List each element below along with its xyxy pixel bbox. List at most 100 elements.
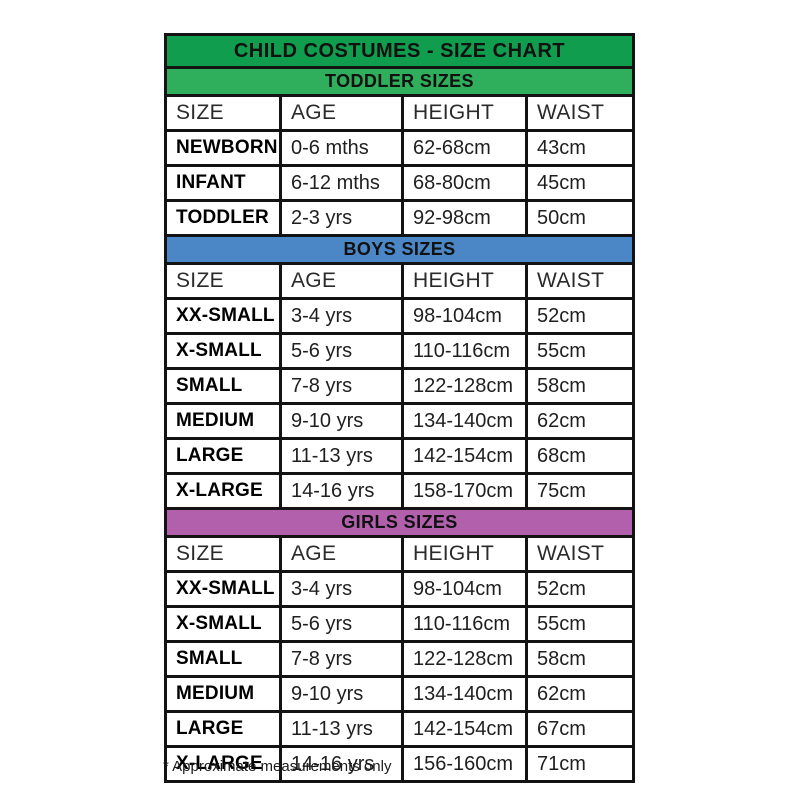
size-row: INFANT 6-12 mths 68-80cm 45cm [164, 164, 635, 202]
age-cell: 3-4 yrs [279, 570, 404, 608]
col-header-height: HEIGHT [401, 535, 528, 573]
size-row: NEWBORN 0-6 mths 62-68cm 43cm [164, 129, 635, 167]
column-header-row: SIZE AGE HEIGHT WAIST [164, 535, 635, 573]
section-header-girls: GIRLS SIZES [164, 507, 635, 538]
col-header-height: HEIGHT [401, 262, 528, 300]
size-row: LARGE 11-13 yrs 142-154cm 68cm [164, 437, 635, 475]
size-cell: X-SMALL [164, 332, 282, 370]
height-cell: 134-140cm [401, 675, 528, 713]
height-cell: 92-98cm [401, 199, 528, 237]
size-cell: TODDLER [164, 199, 282, 237]
waist-cell: 45cm [525, 164, 635, 202]
age-cell: 2-3 yrs [279, 199, 404, 237]
chart-title-bar: CHILD COSTUMES - SIZE CHART [164, 33, 635, 69]
section-header-boys: BOYS SIZES [164, 234, 635, 265]
size-cell: XX-SMALL [164, 570, 282, 608]
height-cell: 122-128cm [401, 640, 528, 678]
height-cell: 134-140cm [401, 402, 528, 440]
size-row: LARGE 11-13 yrs 142-154cm 67cm [164, 710, 635, 748]
size-chart-table: CHILD COSTUMES - SIZE CHART TODDLER SIZE… [164, 33, 635, 783]
height-cell: 98-104cm [401, 570, 528, 608]
col-header-height: HEIGHT [401, 94, 528, 132]
waist-cell: 58cm [525, 640, 635, 678]
waist-cell: 71cm [525, 745, 635, 783]
size-row: X-LARGE 14-16 yrs 156-160cm 71cm [164, 745, 635, 783]
height-cell: 62-68cm [401, 129, 528, 167]
size-row: X-LARGE 14-16 yrs 158-170cm 75cm [164, 472, 635, 510]
age-cell: 7-8 yrs [279, 367, 404, 405]
size-cell: X-LARGE [164, 745, 282, 783]
column-header-row: SIZE AGE HEIGHT WAIST [164, 262, 635, 300]
waist-cell: 52cm [525, 297, 635, 335]
waist-cell: 62cm [525, 402, 635, 440]
height-cell: 142-154cm [401, 437, 528, 475]
col-header-waist: WAIST [525, 535, 635, 573]
age-cell: 0-6 mths [279, 129, 404, 167]
height-cell: 68-80cm [401, 164, 528, 202]
size-cell: MEDIUM [164, 675, 282, 713]
age-cell: 3-4 yrs [279, 297, 404, 335]
col-header-size: SIZE [164, 535, 282, 573]
chart-title: CHILD COSTUMES - SIZE CHART [164, 33, 635, 69]
age-cell: 14-16 yrs [279, 745, 404, 783]
col-header-size: SIZE [164, 94, 282, 132]
waist-cell: 50cm [525, 199, 635, 237]
height-cell: 122-128cm [401, 367, 528, 405]
col-header-age: AGE [279, 262, 404, 300]
size-row: SMALL 7-8 yrs 122-128cm 58cm [164, 640, 635, 678]
height-cell: 156-160cm [401, 745, 528, 783]
size-row: MEDIUM 9-10 yrs 134-140cm 62cm [164, 402, 635, 440]
size-cell: MEDIUM [164, 402, 282, 440]
size-cell: SMALL [164, 640, 282, 678]
size-cell: LARGE [164, 437, 282, 475]
waist-cell: 52cm [525, 570, 635, 608]
age-cell: 6-12 mths [279, 164, 404, 202]
age-cell: 9-10 yrs [279, 402, 404, 440]
waist-cell: 43cm [525, 129, 635, 167]
waist-cell: 58cm [525, 367, 635, 405]
column-header-row: SIZE AGE HEIGHT WAIST [164, 94, 635, 132]
height-cell: 98-104cm [401, 297, 528, 335]
section-label: TODDLER SIZES [164, 66, 635, 97]
size-row: SMALL 7-8 yrs 122-128cm 58cm [164, 367, 635, 405]
size-row: XX-SMALL 3-4 yrs 98-104cm 52cm [164, 570, 635, 608]
age-cell: 14-16 yrs [279, 472, 404, 510]
height-cell: 110-116cm [401, 332, 528, 370]
size-cell: X-SMALL [164, 605, 282, 643]
section-label: BOYS SIZES [164, 234, 635, 265]
height-cell: 110-116cm [401, 605, 528, 643]
footnote: * Approximate measurements only [163, 758, 392, 775]
size-cell: INFANT [164, 164, 282, 202]
col-header-age: AGE [279, 535, 404, 573]
size-row: TODDLER 2-3 yrs 92-98cm 50cm [164, 199, 635, 237]
age-cell: 5-6 yrs [279, 605, 404, 643]
waist-cell: 67cm [525, 710, 635, 748]
age-cell: 9-10 yrs [279, 675, 404, 713]
waist-cell: 55cm [525, 332, 635, 370]
size-cell: X-LARGE [164, 472, 282, 510]
size-row: XX-SMALL 3-4 yrs 98-104cm 52cm [164, 297, 635, 335]
height-cell: 142-154cm [401, 710, 528, 748]
col-header-size: SIZE [164, 262, 282, 300]
waist-cell: 68cm [525, 437, 635, 475]
size-row: X-SMALL 5-6 yrs 110-116cm 55cm [164, 605, 635, 643]
age-cell: 7-8 yrs [279, 640, 404, 678]
col-header-age: AGE [279, 94, 404, 132]
size-row: X-SMALL 5-6 yrs 110-116cm 55cm [164, 332, 635, 370]
height-cell: 158-170cm [401, 472, 528, 510]
waist-cell: 62cm [525, 675, 635, 713]
section-header-toddler: TODDLER SIZES [164, 66, 635, 97]
size-row: MEDIUM 9-10 yrs 134-140cm 62cm [164, 675, 635, 713]
size-cell: LARGE [164, 710, 282, 748]
waist-cell: 55cm [525, 605, 635, 643]
size-chart: CHILD COSTUMES - SIZE CHART TODDLER SIZE… [164, 33, 635, 783]
col-header-waist: WAIST [525, 94, 635, 132]
col-header-waist: WAIST [525, 262, 635, 300]
section-label: GIRLS SIZES [164, 507, 635, 538]
size-cell: NEWBORN [164, 129, 282, 167]
size-cell: SMALL [164, 367, 282, 405]
age-cell: 11-13 yrs [279, 437, 404, 475]
waist-cell: 75cm [525, 472, 635, 510]
size-cell: XX-SMALL [164, 297, 282, 335]
age-cell: 11-13 yrs [279, 710, 404, 748]
